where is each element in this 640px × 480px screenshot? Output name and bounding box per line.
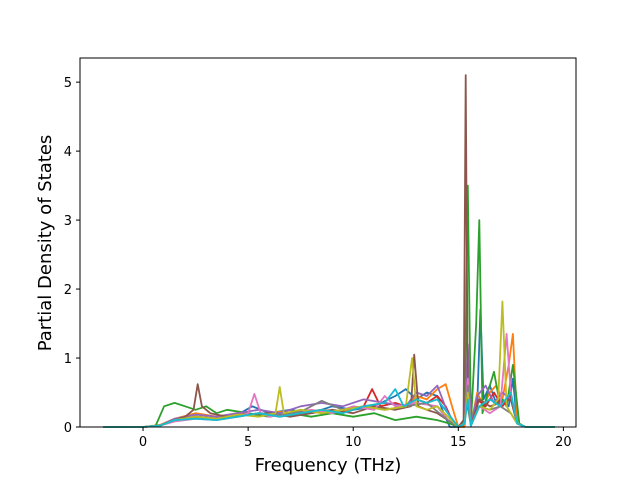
x-tick-label: 15 xyxy=(450,435,467,450)
y-tick-label: 2 xyxy=(64,283,72,298)
x-tick-label: 5 xyxy=(244,435,252,450)
plot-background xyxy=(80,58,576,427)
series-line xyxy=(103,300,555,428)
y-tick-label: 3 xyxy=(64,214,72,229)
series-line xyxy=(103,74,555,428)
y-axis-ticks: 0 1 2 3 4 5 xyxy=(64,76,80,436)
y-axis-label: Partial Density of States xyxy=(35,135,56,352)
series-line xyxy=(103,388,555,428)
plot-frame xyxy=(79,57,577,428)
x-tick-label: 20 xyxy=(555,435,572,450)
x-axis-label: Frequency (THz) xyxy=(255,455,402,476)
y-tick-label: 5 xyxy=(64,76,72,91)
y-tick-label: 4 xyxy=(64,145,72,160)
x-axis-ticks: 0 5 10 15 20 xyxy=(139,427,572,450)
x-tick-label: 0 xyxy=(139,435,147,450)
y-tick-label: 0 xyxy=(64,421,72,436)
series-group xyxy=(103,74,555,428)
y-tick-label: 1 xyxy=(64,352,72,367)
x-tick-label: 10 xyxy=(345,435,362,450)
